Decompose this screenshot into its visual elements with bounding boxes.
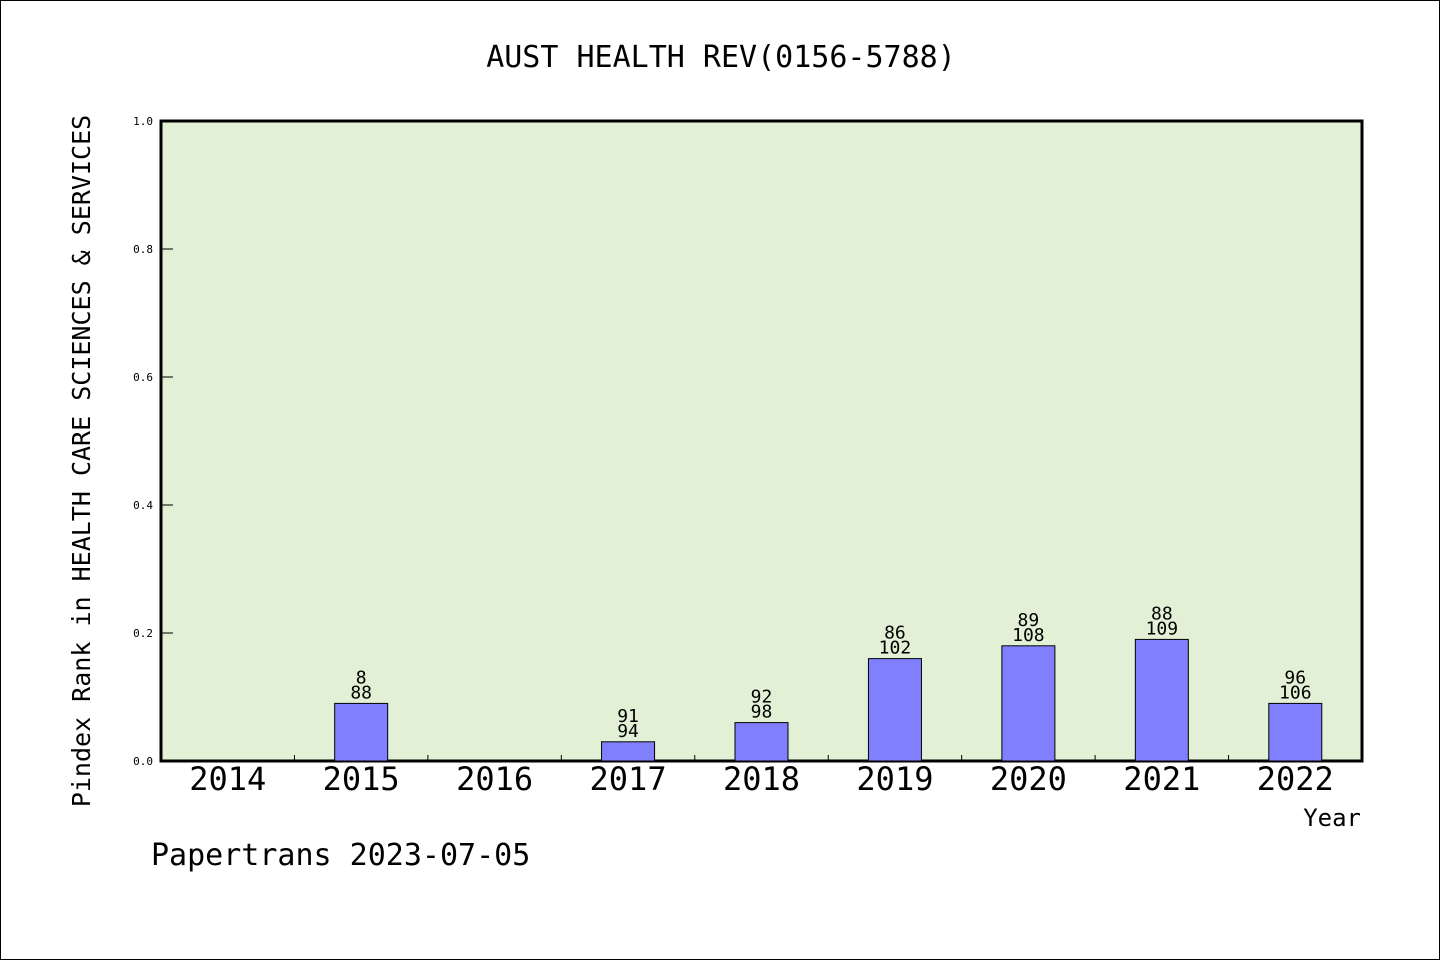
x-tick-label: 2014 — [189, 760, 266, 798]
bar-label-top: 91 — [617, 706, 639, 727]
y-axis-label: Pindex Rank in HEALTH CARE SCIENCES & SE… — [67, 115, 96, 807]
y-tick-label: 0.2 — [133, 627, 153, 640]
x-tick-label: 2020 — [990, 760, 1067, 798]
bar-label-top: 96 — [1284, 667, 1306, 688]
x-tick-label: 2015 — [323, 760, 400, 798]
y-axis-ticks: 0.0 0.2 0.4 0.6 0.8 1.0 — [133, 115, 173, 768]
chart-title: AUST HEALTH REV(0156-5788) — [486, 40, 956, 75]
x-tick-label: 2018 — [723, 760, 800, 798]
bar-label-top: 8 — [356, 667, 367, 688]
bar-label-bottom: 98 — [751, 702, 773, 723]
bar-label-bottom: 108 — [1012, 625, 1045, 646]
bar — [334, 702, 389, 762]
x-tick-label: 2016 — [456, 760, 533, 798]
bar-label-top: 86 — [884, 623, 906, 644]
bars-group — [334, 638, 1323, 762]
bar-label-top: 89 — [1018, 610, 1040, 631]
y-tick-label: 0.0 — [133, 755, 153, 768]
x-axis-label: Year — [1303, 804, 1361, 832]
x-tick-label: 2019 — [856, 760, 933, 798]
y-tick-label: 1.0 — [133, 115, 153, 128]
bar-label-bottom: 102 — [879, 638, 912, 659]
bar-label-bottom: 106 — [1279, 682, 1312, 703]
bar-label-bottom: 109 — [1146, 618, 1179, 639]
bar — [734, 722, 789, 762]
bar-label-bottom: 94 — [617, 721, 639, 742]
bar-label-top: 88 — [1151, 603, 1173, 624]
credit-text: Papertrans 2023-07-05 — [151, 838, 530, 873]
bar — [1001, 645, 1056, 762]
x-tick-label: 2017 — [590, 760, 667, 798]
bar — [601, 741, 656, 762]
x-tick-label: 2022 — [1257, 760, 1334, 798]
bar-label-bottom: 88 — [350, 682, 372, 703]
y-tick-label: 0.4 — [133, 499, 153, 512]
bar — [1268, 702, 1323, 762]
bar-label-top: 92 — [751, 687, 773, 708]
y-tick-label: 0.6 — [133, 371, 153, 384]
bar — [867, 658, 922, 762]
bar — [1134, 638, 1189, 762]
x-axis-ticks: 2014 2015 2016 2017 2018 2019 2020 2021 2022 — [189, 755, 1334, 798]
x-tick-label: 2021 — [1123, 760, 1200, 798]
y-tick-label: 0.8 — [133, 243, 153, 256]
